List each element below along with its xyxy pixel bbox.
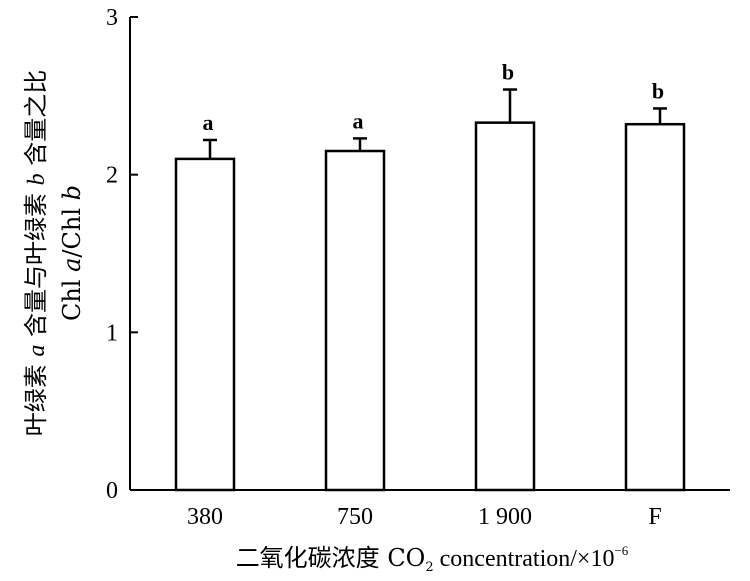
bar xyxy=(474,121,536,492)
x-axis-label: 二氧化碳浓度 CO2 concentration/×10−6 xyxy=(236,543,629,575)
y-axis-label-line2: Chl a/Chl b xyxy=(58,185,86,321)
bar xyxy=(624,122,686,492)
bar xyxy=(174,157,236,492)
y-axis: 0 1 2 3 xyxy=(106,5,138,504)
significance-label: b xyxy=(502,60,514,85)
significance-label: a xyxy=(353,108,364,133)
x-tick-label: 380 xyxy=(187,504,223,530)
bars: a a b b xyxy=(174,60,686,492)
significance-label: b xyxy=(652,78,664,103)
y-axis-label-line1: 叶绿素 a 含量与叶绿素 b 含量之比 xyxy=(22,70,50,437)
y-tick-label: 0 xyxy=(106,478,118,504)
y-tick-label: 3 xyxy=(106,5,118,31)
x-tick-label: 1 900 xyxy=(478,504,532,530)
significance-label: a xyxy=(203,110,214,135)
x-tick-label: 750 xyxy=(337,504,373,530)
x-tick-label: F xyxy=(648,504,661,530)
bar xyxy=(324,149,386,492)
y-tick-label: 1 xyxy=(106,320,118,346)
y-tick-label: 2 xyxy=(106,163,118,189)
